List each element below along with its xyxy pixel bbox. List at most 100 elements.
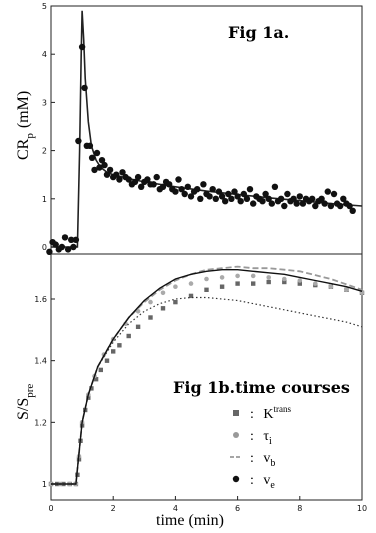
panel-a-frame: [50, 5, 363, 255]
panel-a-data-point: [240, 190, 247, 198]
panel-a-data-point: [103, 171, 111, 178]
panel-b-y-tick-label: 1.4: [34, 357, 47, 366]
ktrans-marker: [204, 287, 209, 292]
panel-b-x-tick-label: 6: [235, 504, 240, 513]
legend-label: : Ktrans: [250, 404, 292, 422]
panel-a-data-point: [309, 195, 316, 202]
panel-a-data-point: [212, 195, 219, 202]
legend-tau-i-marker: [233, 432, 239, 438]
panel-a-data: [46, 10, 363, 255]
tau-i-marker: [235, 273, 240, 279]
tau-i-marker: [266, 275, 272, 280]
panel-a-data-point: [58, 243, 66, 251]
panel-a-data-point: [106, 166, 114, 174]
panel-b-ylabel-sub: pre: [24, 384, 36, 398]
panel-a-data-point: [81, 84, 88, 92]
panel-a-y-tick-label: 0: [42, 243, 47, 252]
panel-a-data-point: [228, 195, 235, 202]
tau-i-marker: [173, 284, 178, 290]
panel-a-y-axis-label: CRp (mM): [15, 91, 36, 160]
panel-a-data-point: [321, 200, 328, 207]
panel-a-data-point: [197, 195, 204, 202]
tau-i-marker: [313, 281, 318, 286]
panel-a-data-point: [346, 202, 353, 210]
panel-a-data-point: [153, 173, 160, 181]
panel-a: 0 1 2 3 4 5 Fig 1a. CRp (mM): [15, 2, 363, 255]
panel-a-data-point: [159, 183, 167, 190]
panel-a-ylabel-units: (mM): [15, 91, 32, 128]
panel-b-x-tick-label: 0: [48, 504, 53, 513]
panel-a-data-point: [125, 176, 132, 183]
panel-a-data-point: [271, 183, 279, 190]
panel-b-y-axis-label: S/Spre: [15, 384, 36, 420]
panel-b-title: Fig 1b.time courses: [173, 378, 350, 397]
panel-a-data-point: [237, 198, 244, 205]
panel-a-data-point: [222, 198, 229, 205]
panel-a-data-point: [231, 188, 238, 195]
panel-a-ylabel-main: CR: [15, 138, 32, 160]
panel-a-data-point: [134, 173, 142, 181]
panel-b-y-tick-label: 1: [42, 480, 47, 489]
panel-a-data-point: [88, 154, 96, 161]
panel-a-data-point: [138, 183, 145, 190]
ktrans-marker: [266, 279, 271, 285]
svg-text:S/Spre: S/Spre: [15, 384, 36, 420]
panel-a-data-point: [61, 234, 69, 241]
ktrans-marker: [104, 358, 110, 363]
tau-i-marker: [204, 276, 209, 282]
panel-a-data-point: [52, 241, 59, 248]
panel-a-data-point: [265, 195, 272, 202]
panel-a-y-tick-label: 5: [42, 2, 47, 11]
svg-text:CRp(mM): CRp (mM): [15, 91, 36, 160]
legend-label: : vb: [250, 451, 275, 469]
tau-i-marker: [188, 281, 194, 286]
panel-a-data-point: [324, 188, 331, 195]
ktrans-marker: [173, 299, 178, 305]
panel-a-data-point: [284, 190, 291, 198]
panel-a-data-point: [281, 202, 288, 210]
panel-a-y-tick-label: 3: [42, 98, 47, 107]
ktrans-marker: [135, 324, 141, 329]
panel-a-data-point: [86, 142, 94, 149]
panel-a-data-point: [194, 186, 201, 193]
panel-a-data-point: [277, 195, 285, 202]
panel-b-frame: [50, 253, 363, 501]
panel-b-x-tick-label: 2: [111, 504, 116, 513]
panel-a-data-point: [75, 137, 82, 145]
panel-a-data-point: [78, 43, 86, 51]
panel-b-x-tick-label: 4: [173, 504, 178, 513]
panel-a-data-point: [181, 190, 188, 198]
panel-a-data-point: [64, 246, 72, 253]
tau-i-marker: [282, 276, 287, 282]
ktrans-marker: [93, 377, 99, 382]
legend-ve-marker: [232, 475, 240, 483]
ktrans-marker: [89, 386, 94, 391]
tau-i-marker: [297, 278, 303, 283]
tau-i-marker: [250, 273, 256, 279]
panel-b-y-tick-label: 1.6: [34, 295, 47, 304]
legend-label: : ve: [250, 473, 275, 491]
panel-a-data-point: [70, 243, 77, 251]
panel-a-data-point: [150, 181, 157, 188]
panel-a-data-point: [131, 178, 139, 186]
ktrans-marker: [282, 279, 287, 285]
tau-i-marker: [328, 284, 334, 290]
panel-a-data-point: [318, 195, 325, 202]
panel-a-data-point: [98, 157, 106, 164]
panel-a-y-tick-label: 2: [42, 147, 47, 156]
panel-a-data-point: [340, 195, 347, 202]
panel-a-data-point: [299, 200, 307, 207]
panel-a-data-point: [337, 202, 344, 210]
panel-a-data-point: [116, 176, 123, 183]
ktrans-marker: [148, 315, 153, 320]
ktrans-marker: [111, 349, 116, 354]
panel-a-ylabel-sub: p: [24, 133, 36, 139]
panel-a-data-point: [209, 186, 216, 193]
panel-a-y-tick-label: 1: [42, 195, 47, 204]
tau-i-marker: [148, 299, 153, 305]
panel-a-data-point: [172, 188, 179, 195]
panel-a-data-point: [178, 186, 185, 193]
panel-a-data-point: [72, 236, 80, 243]
panel-a-data-point: [262, 190, 269, 198]
tau-i-marker: [160, 290, 166, 296]
